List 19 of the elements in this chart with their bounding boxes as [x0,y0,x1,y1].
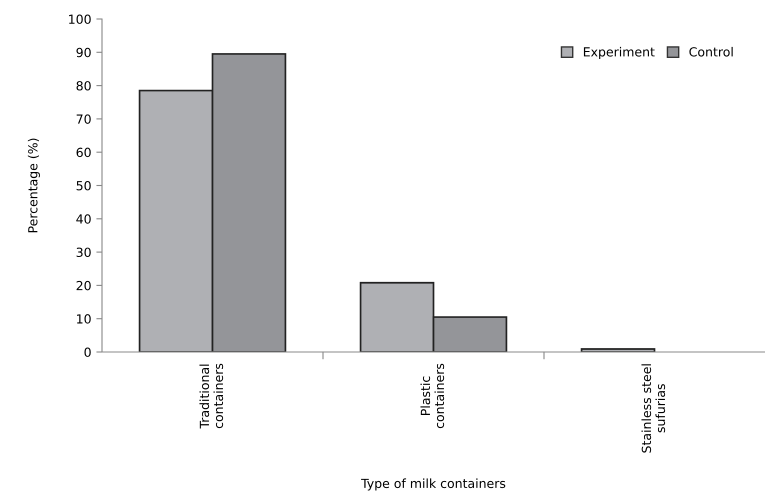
y-tick-label: 10 [77,314,91,324]
y-tick-label: 80 [76,81,91,91]
bar [580,348,656,352]
y-tick-label: 60 [76,148,91,158]
x-tick-label: Plastic containers [420,364,444,428]
x-axis-title: Type of milk containers [361,478,506,491]
y-tick-label: 20 [76,280,91,290]
y-tick-label: 40 [76,214,91,224]
x-tick-label: Traditional containers [199,364,224,429]
x-tick-label: Stainless steel sufurias [641,364,666,453]
legend-label: Experiment [584,46,655,59]
y-tick-label: 50 [76,180,91,190]
y-tick-label: 30 [76,248,91,258]
y-tick-label: 70 [76,114,91,124]
y-tick-label: 100 [69,14,91,24]
legend-label: Control [689,46,733,57]
y-tick-label: 0 [84,347,91,357]
y-tick-label: 90 [76,48,91,58]
y-axis-title: Percentage (%) [28,138,40,232]
